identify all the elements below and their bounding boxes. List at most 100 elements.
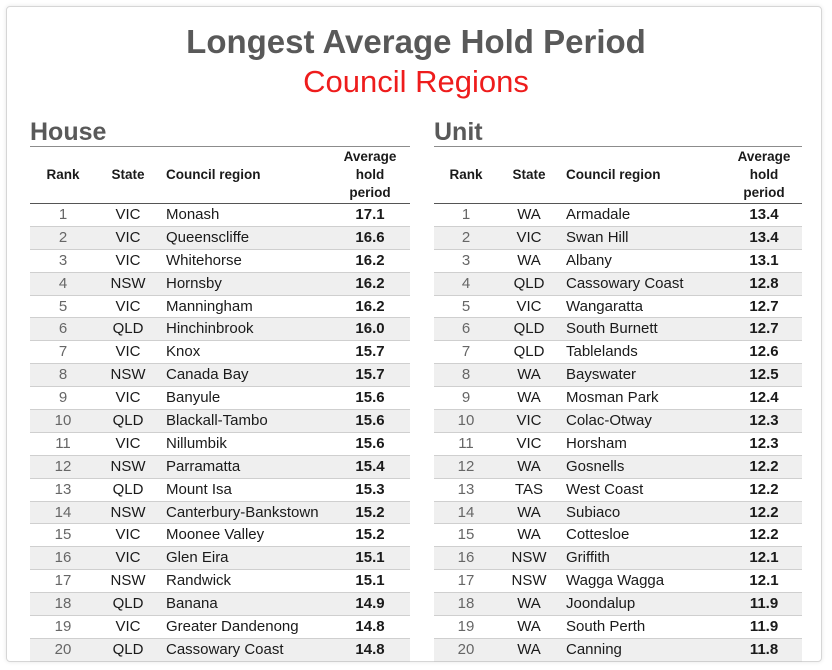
table-row: 6 QLD Hinchinbrook 16.0 <box>30 317 410 341</box>
table-row: 18 QLD Banana 14.9 <box>30 592 410 616</box>
region-cell: Nillumbik <box>166 434 227 452</box>
table-row: 15 VIC Moonee Valley 15.2 <box>30 524 410 547</box>
state-cell: QLD <box>112 411 144 429</box>
house-panel: House Rank State Council region Average … <box>30 118 410 662</box>
state-cell: VIC <box>516 297 542 315</box>
period-cell: 15.2 <box>355 503 385 521</box>
period-cell: 12.2 <box>749 503 779 521</box>
region-cell: Griffith <box>566 549 610 567</box>
region-cell: Parramatta <box>166 457 241 475</box>
rank-cell: 20 <box>457 640 475 658</box>
table-row: 17 NSW Randwick 15.1 <box>30 570 410 593</box>
region-cell: Wangaratta <box>566 297 643 315</box>
table-row: 14 NSW Canterbury-Bankstown 15.2 <box>30 501 410 524</box>
rank-cell: 1 <box>461 205 471 223</box>
region-header: Council region <box>166 167 261 182</box>
period-cell: 16.2 <box>355 297 385 315</box>
state-cell: VIC <box>115 526 141 544</box>
rank-cell: 4 <box>58 274 68 292</box>
region-cell: Monash <box>166 205 220 223</box>
region-cell: Joondalup <box>566 595 636 613</box>
region-cell: Glen Eira <box>166 549 229 567</box>
region-cell: Swan Hill <box>566 228 629 246</box>
region-cell: Horsham <box>566 434 627 452</box>
state-cell: VIC <box>115 549 141 567</box>
table-row: 7 VIC Knox 15.7 <box>30 341 410 364</box>
period-cell: 13.4 <box>749 228 779 246</box>
state-cell: VIC <box>115 434 141 452</box>
rank-cell: 11 <box>55 434 71 452</box>
table-row: 14 WA Subiaco 12.2 <box>434 501 802 524</box>
region-cell: Gosnells <box>566 457 625 475</box>
state-cell: VIC <box>115 205 141 223</box>
table-row: 1 WA Armadale 13.4 <box>434 204 802 227</box>
period-cell: 12.6 <box>749 343 779 361</box>
table-row: 7 QLD Tablelands 12.6 <box>434 341 802 364</box>
region-header: Council region <box>566 167 661 182</box>
table-row: 9 WA Mosman Park 12.4 <box>434 387 802 410</box>
state-cell: VIC <box>516 434 542 452</box>
period-cell: 15.3 <box>355 480 385 498</box>
state-cell: VIC <box>516 411 542 429</box>
table-row: 20 QLD Cassowary Coast 14.8 <box>30 638 410 662</box>
period-cell: 15.6 <box>355 434 385 452</box>
region-cell: South Perth <box>566 617 646 635</box>
house-header-row: Rank State Council region Average hold p… <box>30 146 410 204</box>
region-cell: Canada Bay <box>166 366 249 384</box>
rank-cell: 16 <box>54 549 72 567</box>
period-cell: 15.4 <box>355 457 385 475</box>
region-cell: Randwick <box>166 572 232 590</box>
region-cell: Cassowary Coast <box>166 640 284 658</box>
region-cell: Subiaco <box>566 503 621 521</box>
region-cell: Colac-Otway <box>566 411 652 429</box>
table-row: 6 QLD South Burnett 12.7 <box>434 317 802 341</box>
house-table: Rank State Council region Average hold p… <box>30 146 410 662</box>
table-row: 11 VIC Nillumbik 15.6 <box>30 432 410 456</box>
rank-cell: 3 <box>58 251 68 269</box>
state-cell: QLD <box>112 480 144 498</box>
period-cell: 13.1 <box>749 251 779 269</box>
table-row: 10 QLD Blackall-Tambo 15.6 <box>30 409 410 433</box>
table-row: 10 VIC Colac-Otway 12.3 <box>434 409 802 433</box>
table-row: 2 VIC Queenscliffe 16.6 <box>30 226 410 250</box>
period-cell: 16.6 <box>355 228 385 246</box>
period-header: Average hold period <box>330 147 410 204</box>
state-cell: WA <box>517 205 541 223</box>
period-cell: 12.7 <box>749 320 779 338</box>
period-cell: 14.9 <box>355 595 385 613</box>
period-cell: 12.2 <box>749 526 779 544</box>
rank-cell: 15 <box>54 526 72 544</box>
state-cell: QLD <box>112 595 144 613</box>
rank-cell: 16 <box>457 549 475 567</box>
state-cell: NSW <box>110 366 146 384</box>
table-row: 16 NSW Griffith 12.1 <box>434 546 802 570</box>
state-cell: NSW <box>511 549 547 567</box>
period-cell: 15.1 <box>355 572 385 590</box>
period-cell: 12.7 <box>749 297 779 315</box>
rank-cell: 7 <box>461 343 471 361</box>
rank-cell: 14 <box>457 503 475 521</box>
period-cell: 16.2 <box>355 274 385 292</box>
state-cell: NSW <box>110 457 146 475</box>
state-cell: WA <box>517 389 541 407</box>
region-cell: Canning <box>566 640 622 658</box>
unit-table-body: 1 WA Armadale 13.4 2 VIC Swan Hill 13.4 3 WA Alban… <box>434 204 802 662</box>
period-cell: 13.4 <box>749 205 779 223</box>
state-cell: QLD <box>112 640 144 658</box>
period-cell: 14.8 <box>355 617 385 635</box>
rank-header: Rank <box>46 167 80 182</box>
state-cell: QLD <box>112 320 144 338</box>
region-cell: Mosman Park <box>566 389 659 407</box>
region-cell: Tablelands <box>566 343 638 361</box>
period-header-line3: period <box>349 185 391 200</box>
period-cell: 15.2 <box>355 526 385 544</box>
rank-cell: 18 <box>457 595 475 613</box>
table-row: 18 WA Joondalup 11.9 <box>434 592 802 616</box>
period-cell: 15.7 <box>355 366 385 384</box>
rank-cell: 15 <box>457 526 475 544</box>
state-cell: VIC <box>115 228 141 246</box>
period-cell: 12.5 <box>749 366 779 384</box>
state-header: State <box>512 167 546 182</box>
table-row: 13 QLD Mount Isa 15.3 <box>30 478 410 502</box>
period-cell: 11.9 <box>749 617 779 635</box>
